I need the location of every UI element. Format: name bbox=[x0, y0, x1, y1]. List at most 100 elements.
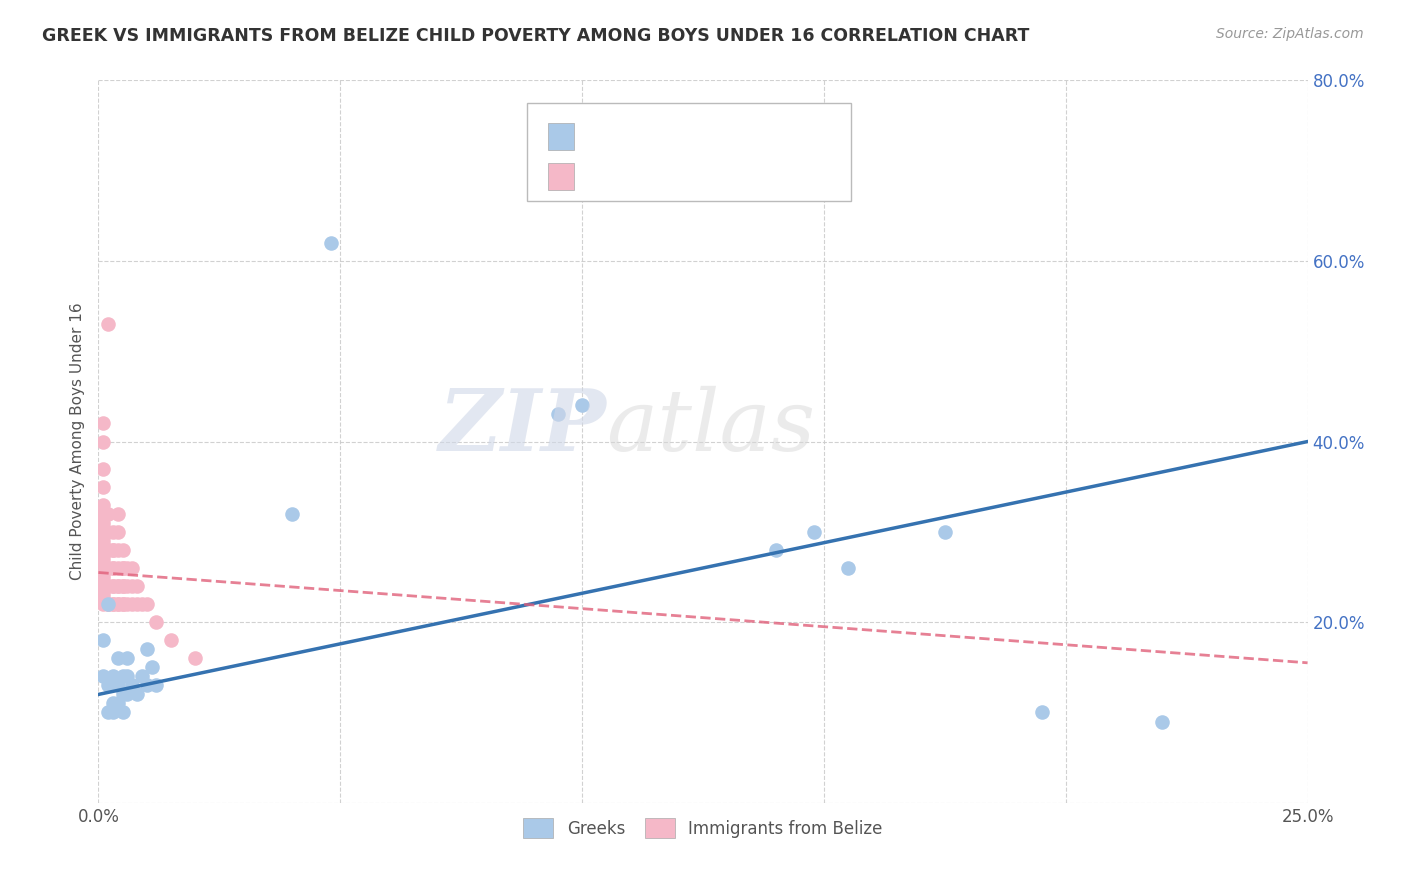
Text: GREEK VS IMMIGRANTS FROM BELIZE CHILD POVERTY AMONG BOYS UNDER 16 CORRELATION CH: GREEK VS IMMIGRANTS FROM BELIZE CHILD PO… bbox=[42, 27, 1029, 45]
Point bbox=[121, 597, 143, 611]
Point bbox=[97, 317, 120, 331]
Point bbox=[934, 524, 956, 539]
Point bbox=[107, 524, 129, 539]
Point bbox=[571, 398, 593, 412]
Point bbox=[765, 542, 787, 557]
Point bbox=[1152, 714, 1174, 729]
Point bbox=[101, 542, 124, 557]
Text: R = -0.03   N = 64: R = -0.03 N = 64 bbox=[582, 168, 762, 186]
Point bbox=[101, 597, 124, 611]
Point bbox=[91, 533, 114, 548]
Text: ZIP: ZIP bbox=[439, 385, 606, 469]
Point bbox=[97, 542, 120, 557]
Point bbox=[121, 561, 143, 575]
Point bbox=[145, 678, 167, 692]
Text: R =  0.342   N = 34: R = 0.342 N = 34 bbox=[582, 128, 773, 145]
Point bbox=[101, 706, 124, 720]
Point bbox=[121, 579, 143, 593]
Point bbox=[91, 579, 114, 593]
Point bbox=[97, 597, 120, 611]
Point bbox=[135, 678, 157, 692]
Point bbox=[97, 678, 120, 692]
Point bbox=[837, 561, 859, 575]
Point bbox=[127, 597, 149, 611]
Point bbox=[117, 597, 139, 611]
Point bbox=[97, 507, 120, 521]
Point bbox=[101, 597, 124, 611]
Point bbox=[117, 561, 139, 575]
Point bbox=[117, 651, 139, 665]
Point bbox=[117, 669, 139, 683]
Point bbox=[97, 597, 120, 611]
Point bbox=[184, 651, 207, 665]
Point bbox=[131, 597, 153, 611]
Point bbox=[97, 561, 120, 575]
Point bbox=[101, 524, 124, 539]
Point bbox=[107, 597, 129, 611]
Point bbox=[121, 678, 143, 692]
Point bbox=[127, 687, 149, 701]
Point bbox=[160, 633, 183, 648]
Point bbox=[91, 507, 114, 521]
Point bbox=[91, 417, 114, 431]
Point bbox=[111, 669, 134, 683]
Text: atlas: atlas bbox=[606, 385, 815, 468]
Point bbox=[101, 561, 124, 575]
Point bbox=[91, 498, 114, 512]
Point bbox=[91, 461, 114, 475]
Point bbox=[97, 524, 120, 539]
Point bbox=[97, 542, 120, 557]
Point bbox=[97, 579, 120, 593]
Point bbox=[111, 597, 134, 611]
Point bbox=[131, 669, 153, 683]
Point bbox=[91, 570, 114, 584]
Point bbox=[91, 633, 114, 648]
Y-axis label: Child Poverty Among Boys Under 16: Child Poverty Among Boys Under 16 bbox=[69, 302, 84, 581]
Point bbox=[107, 651, 129, 665]
Point bbox=[107, 579, 129, 593]
Point bbox=[91, 480, 114, 494]
Point bbox=[111, 687, 134, 701]
Text: Source: ZipAtlas.com: Source: ZipAtlas.com bbox=[1216, 27, 1364, 41]
Point bbox=[91, 524, 114, 539]
Point bbox=[91, 588, 114, 602]
Point bbox=[91, 434, 114, 449]
Point bbox=[107, 542, 129, 557]
Point bbox=[97, 561, 120, 575]
Point bbox=[111, 579, 134, 593]
Point bbox=[111, 579, 134, 593]
Point bbox=[135, 642, 157, 657]
Point bbox=[107, 697, 129, 711]
Point bbox=[141, 660, 163, 674]
Point bbox=[803, 524, 825, 539]
Point bbox=[281, 507, 304, 521]
Point bbox=[101, 669, 124, 683]
Point bbox=[111, 597, 134, 611]
Point bbox=[135, 597, 157, 611]
Point bbox=[91, 597, 114, 611]
Point bbox=[107, 678, 129, 692]
Point bbox=[97, 706, 120, 720]
Point bbox=[107, 597, 129, 611]
Point bbox=[547, 408, 569, 422]
Point bbox=[101, 561, 124, 575]
Point bbox=[107, 561, 129, 575]
Point bbox=[107, 579, 129, 593]
Point bbox=[91, 552, 114, 566]
Point bbox=[91, 669, 114, 683]
Point bbox=[101, 579, 124, 593]
Point bbox=[107, 507, 129, 521]
Point bbox=[111, 561, 134, 575]
Legend: Greeks, Immigrants from Belize: Greeks, Immigrants from Belize bbox=[516, 812, 890, 845]
Point bbox=[91, 542, 114, 557]
Point bbox=[97, 579, 120, 593]
Point bbox=[319, 235, 342, 250]
Point bbox=[145, 615, 167, 630]
Point bbox=[127, 579, 149, 593]
Point bbox=[97, 597, 120, 611]
Point bbox=[101, 579, 124, 593]
Point bbox=[1031, 706, 1053, 720]
Point bbox=[117, 579, 139, 593]
Point bbox=[101, 542, 124, 557]
Point bbox=[91, 561, 114, 575]
